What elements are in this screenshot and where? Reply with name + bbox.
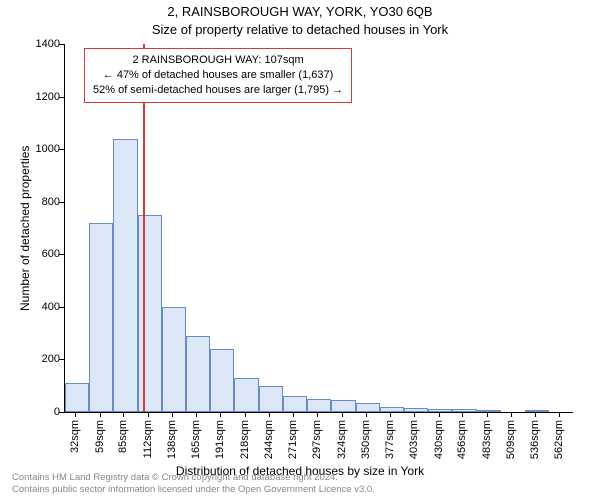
x-tick-mark bbox=[269, 412, 270, 417]
y-tick-label: 0 bbox=[20, 406, 60, 418]
x-tick-label: 430sqm bbox=[433, 420, 445, 459]
footer-line1: Contains HM Land Registry data © Crown c… bbox=[12, 472, 375, 484]
footer-attribution: Contains HM Land Registry data © Crown c… bbox=[12, 472, 375, 496]
x-tick-mark bbox=[390, 412, 391, 417]
histogram-bar bbox=[477, 410, 501, 412]
x-tick-label: 112sqm bbox=[142, 420, 154, 458]
histogram-bar bbox=[380, 407, 404, 412]
x-tick-mark bbox=[317, 412, 318, 417]
histogram-bar bbox=[162, 307, 186, 412]
x-tick-label: 377sqm bbox=[384, 420, 396, 459]
x-tick-mark bbox=[511, 412, 512, 417]
y-tick-label: 200 bbox=[20, 353, 60, 365]
x-tick-mark bbox=[559, 412, 560, 417]
x-tick-label: 218sqm bbox=[239, 420, 251, 459]
histogram-bar bbox=[210, 349, 234, 412]
y-tick-mark bbox=[59, 359, 64, 360]
x-tick-label: 403sqm bbox=[408, 420, 420, 459]
histogram-bar bbox=[404, 408, 428, 412]
x-tick-mark bbox=[245, 412, 246, 417]
x-tick-mark bbox=[487, 412, 488, 417]
x-tick-label: 271sqm bbox=[287, 420, 299, 459]
y-tick-mark bbox=[59, 44, 64, 45]
x-tick-label: 350sqm bbox=[360, 420, 372, 459]
y-tick-label: 600 bbox=[20, 248, 60, 260]
x-tick-label: 509sqm bbox=[505, 420, 517, 459]
x-tick-mark bbox=[148, 412, 149, 417]
x-tick-label: 165sqm bbox=[190, 420, 202, 459]
y-tick-mark bbox=[59, 307, 64, 308]
x-tick-mark bbox=[535, 412, 536, 417]
x-tick-label: 59sqm bbox=[94, 420, 106, 453]
x-tick-label: 456sqm bbox=[456, 420, 468, 459]
x-tick-mark bbox=[366, 412, 367, 417]
y-tick-label: 1200 bbox=[20, 91, 60, 103]
y-axis-label: Number of detached properties bbox=[18, 145, 32, 310]
histogram-bar bbox=[234, 378, 258, 412]
legend-box: 2 RAINSBOROUGH WAY: 107sqm ← 47% of deta… bbox=[84, 48, 352, 103]
x-tick-mark bbox=[123, 412, 124, 417]
histogram-bar bbox=[113, 139, 137, 412]
y-tick-mark bbox=[59, 149, 64, 150]
x-tick-label: 191sqm bbox=[214, 420, 226, 459]
histogram-bar bbox=[428, 409, 452, 412]
histogram-bar bbox=[65, 383, 89, 412]
x-tick-label: 536sqm bbox=[529, 420, 541, 459]
x-tick-label: 324sqm bbox=[336, 420, 348, 459]
histogram-bar bbox=[138, 215, 162, 412]
chart-container: 2, RAINSBOROUGH WAY, YORK, YO30 6QB Size… bbox=[0, 0, 600, 500]
x-tick-mark bbox=[75, 412, 76, 417]
x-tick-label: 138sqm bbox=[166, 420, 178, 459]
x-tick-label: 562sqm bbox=[553, 420, 565, 459]
x-tick-label: 297sqm bbox=[311, 420, 323, 459]
x-tick-mark bbox=[342, 412, 343, 417]
histogram-bar bbox=[452, 409, 476, 412]
y-tick-label: 1000 bbox=[20, 143, 60, 155]
legend-line2: ← 47% of detached houses are smaller (1,… bbox=[93, 68, 343, 83]
y-tick-mark bbox=[59, 412, 64, 413]
chart-title-line2: Size of property relative to detached ho… bbox=[0, 22, 600, 37]
x-tick-mark bbox=[220, 412, 221, 417]
chart-title-line1: 2, RAINSBOROUGH WAY, YORK, YO30 6QB bbox=[0, 4, 600, 19]
x-tick-mark bbox=[196, 412, 197, 417]
y-tick-label: 1400 bbox=[20, 38, 60, 50]
y-tick-label: 800 bbox=[20, 196, 60, 208]
histogram-bar bbox=[89, 223, 113, 412]
legend-line3: 52% of semi-detached houses are larger (… bbox=[93, 83, 343, 98]
histogram-bar bbox=[307, 399, 331, 412]
x-tick-mark bbox=[414, 412, 415, 417]
y-tick-label: 400 bbox=[20, 301, 60, 313]
histogram-bar bbox=[283, 396, 307, 412]
histogram-bar bbox=[331, 400, 355, 412]
footer-line2: Contains public sector information licen… bbox=[12, 484, 375, 496]
histogram-bar bbox=[525, 410, 549, 412]
x-tick-label: 244sqm bbox=[263, 420, 275, 459]
x-tick-mark bbox=[100, 412, 101, 417]
histogram-bar bbox=[186, 336, 210, 412]
histogram-bar bbox=[356, 403, 380, 412]
x-tick-mark bbox=[293, 412, 294, 417]
legend-line1: 2 RAINSBOROUGH WAY: 107sqm bbox=[93, 53, 343, 68]
x-tick-label: 483sqm bbox=[481, 420, 493, 459]
y-tick-mark bbox=[59, 202, 64, 203]
x-tick-label: 32sqm bbox=[69, 420, 81, 453]
x-tick-mark bbox=[462, 412, 463, 417]
y-tick-mark bbox=[59, 97, 64, 98]
x-tick-mark bbox=[172, 412, 173, 417]
y-tick-mark bbox=[59, 254, 64, 255]
histogram-bar bbox=[259, 386, 283, 412]
x-tick-mark bbox=[439, 412, 440, 417]
x-tick-label: 85sqm bbox=[117, 420, 129, 453]
